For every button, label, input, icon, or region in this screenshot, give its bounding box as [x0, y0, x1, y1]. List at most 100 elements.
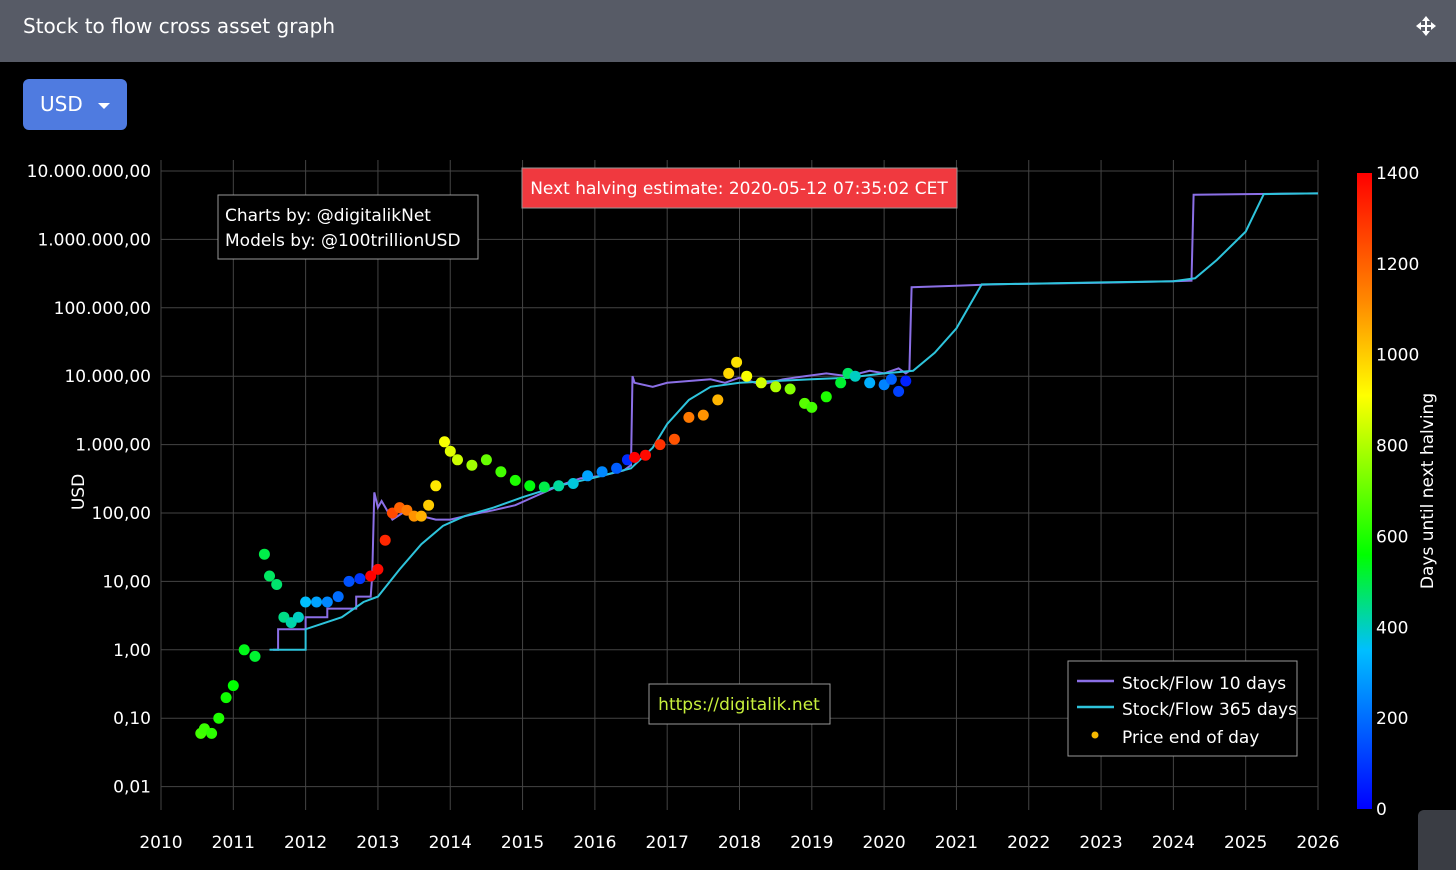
price-point — [731, 356, 743, 368]
page-title: Stock to flow cross asset graph — [23, 14, 336, 38]
price-point — [784, 383, 796, 395]
price-point — [220, 692, 232, 704]
price-point — [321, 596, 333, 608]
x-tick-label: 2018 — [718, 833, 761, 853]
colorbar-tick-label: 800 — [1376, 437, 1408, 457]
x-tick-label: 2023 — [1079, 833, 1122, 853]
price-point — [842, 367, 854, 379]
chart-grid — [160, 160, 1319, 810]
price-point — [820, 391, 832, 403]
series-stock-flow-10 — [273, 192, 1319, 651]
x-tick-label: 2015 — [501, 833, 544, 853]
price-point — [553, 480, 565, 492]
legend-swatch-price — [1091, 731, 1099, 739]
price-point — [509, 474, 521, 486]
x-tick-label: 2012 — [284, 833, 327, 853]
legend: Stock/Flow 10 days Stock/Flow 365 days P… — [1067, 660, 1298, 757]
x-tick-label: 2010 — [139, 833, 182, 853]
price-point — [332, 591, 344, 603]
price-point — [311, 596, 322, 608]
move-icon[interactable] — [1414, 14, 1438, 38]
x-tick-label: 2026 — [1296, 833, 1339, 853]
colorbar-tick-label: 1400 — [1376, 164, 1419, 184]
price-point — [292, 611, 304, 623]
series-stock-flow-365 — [269, 192, 1319, 651]
x-tick-label: 2016 — [573, 833, 616, 853]
colorbar-tick-label: 1200 — [1376, 255, 1419, 275]
price-point — [770, 381, 782, 393]
price-point — [806, 401, 818, 413]
currency-label: USD — [40, 92, 83, 116]
price-point — [415, 510, 427, 522]
x-tick-label: 2021 — [935, 833, 978, 853]
currency-dropdown-button[interactable]: USD — [23, 79, 127, 130]
y-tick-label: 1,00 — [113, 641, 151, 661]
x-tick-label: 2013 — [356, 833, 399, 853]
price-point — [621, 454, 633, 466]
price-point — [755, 377, 767, 389]
price-point — [893, 385, 905, 397]
y-tick-label: 10.000.000,00 — [27, 162, 151, 182]
scroll-to-top-tab[interactable] — [1418, 810, 1456, 870]
price-point — [683, 411, 695, 423]
credits-line-1: Charts by: @digitalikNet — [225, 206, 431, 226]
x-tick-label: 2014 — [429, 833, 472, 853]
colorbar-tick-label: 400 — [1376, 618, 1408, 638]
price-point — [430, 480, 442, 492]
legend-label-price: Price end of day — [1122, 728, 1259, 748]
x-tick-label: 2022 — [1007, 833, 1050, 853]
price-point — [495, 466, 507, 478]
colorbar-tick-label: 0 — [1376, 800, 1387, 820]
price-point — [444, 445, 456, 457]
halving-estimate-box: Next halving estimate: 2020-05-12 07:35:… — [521, 167, 958, 209]
y-tick-label: 0,01 — [113, 778, 151, 798]
colorbar-tick-label: 600 — [1376, 527, 1408, 547]
price-point — [835, 377, 847, 389]
price-point — [365, 570, 377, 582]
price-point — [401, 504, 413, 516]
price-point — [697, 409, 709, 421]
x-tick-label: 2011 — [212, 833, 255, 853]
price-point — [466, 459, 478, 471]
price-point — [524, 480, 536, 492]
price-point — [195, 727, 207, 739]
y-tick-label: 0,10 — [113, 709, 151, 729]
price-point — [878, 379, 890, 391]
price-point — [629, 451, 641, 463]
credits-line-2: Models by: @100trillionUSD — [225, 231, 461, 251]
price-point — [712, 394, 724, 406]
price-point — [582, 470, 594, 482]
legend-label-s365: Stock/Flow 365 days — [1122, 700, 1297, 720]
price-point — [206, 727, 218, 739]
price-point — [354, 573, 366, 585]
halving-estimate-text: Next halving estimate: 2020-05-12 07:35:… — [530, 179, 948, 199]
price-point — [285, 617, 297, 629]
price-point — [264, 570, 275, 582]
price-point — [452, 454, 463, 466]
price-point — [864, 377, 876, 389]
price-point — [640, 449, 651, 461]
line-stock-flow-365 — [269, 192, 1319, 651]
y-axis-ticks: 10.000.000,00 1.000.000,00 100.000,00 10.00… — [27, 162, 151, 798]
colorbar-title: Days until next halving — [1418, 393, 1438, 589]
y-tick-label: 100.000,00 — [54, 299, 151, 319]
website-box: https://digitalik.net — [648, 683, 831, 725]
header-bar: Stock to flow cross asset graph — [0, 0, 1456, 62]
price-point — [258, 548, 270, 560]
chevron-down-icon — [98, 103, 110, 109]
price-point — [227, 680, 239, 692]
price-point — [538, 481, 550, 493]
price-point — [741, 370, 753, 382]
price-point — [885, 373, 897, 385]
x-tick-label: 2017 — [646, 833, 689, 853]
price-point — [379, 534, 391, 546]
price-point — [611, 462, 623, 474]
price-point — [278, 611, 290, 623]
price-point — [408, 510, 420, 522]
x-tick-label: 2025 — [1224, 833, 1267, 853]
line-stock-flow-10 — [273, 192, 1319, 651]
price-point — [900, 375, 912, 387]
price-point — [723, 367, 735, 379]
price-point — [849, 370, 861, 382]
y-tick-label: 10.000,00 — [64, 367, 151, 387]
